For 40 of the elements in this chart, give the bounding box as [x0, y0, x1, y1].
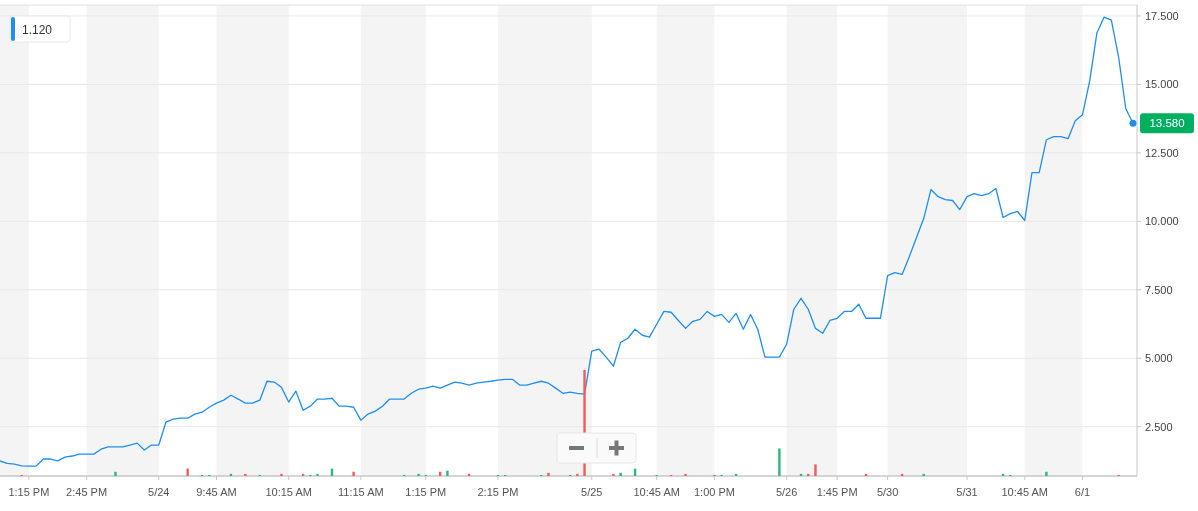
- x-tick-label: 6/1: [1074, 486, 1091, 498]
- x-tick-label: 2:15 PM: [477, 486, 519, 498]
- x-tick-label: 1:15 PM: [405, 486, 447, 498]
- y-tick-label: 17.500: [1145, 9, 1179, 22]
- x-tick-label: 1:45 PM: [816, 486, 858, 498]
- x-tick-label: 2:45 PM: [66, 486, 108, 498]
- y-tick-label: 15.000: [1145, 78, 1179, 91]
- bar: [1045, 471, 1048, 476]
- bar: [280, 473, 283, 476]
- bar: [619, 472, 622, 476]
- bar: [114, 471, 117, 476]
- x-tick-label: 10:15 AM: [265, 486, 312, 498]
- y-tick-label: 12.500: [1145, 146, 1179, 159]
- y-tick-label: 10.000: [1145, 215, 1179, 228]
- bar: [612, 473, 615, 476]
- bar: [446, 470, 449, 476]
- y-tick-label: 5.000: [1145, 352, 1173, 365]
- bar: [814, 464, 817, 476]
- x-tick-label: 1:00 PM: [693, 486, 735, 498]
- bar: [684, 473, 687, 476]
- bar: [417, 473, 420, 476]
- y-tick-label: 2.500: [1145, 420, 1173, 433]
- x-tick-label: 5/25: [581, 486, 603, 498]
- bar: [778, 448, 781, 476]
- x-tick-label: 10:45 AM: [1001, 486, 1048, 498]
- x-tick-label: 1:15 PM: [8, 486, 50, 498]
- bar: [352, 471, 355, 476]
- x-tick-label: 10:45 AM: [633, 486, 680, 498]
- x-tick-label: 5/24: [148, 486, 170, 498]
- x-tick-label: 9:45 AM: [196, 486, 237, 498]
- y-tick-label: 7.500: [1145, 283, 1173, 296]
- bar: [316, 473, 319, 476]
- x-tick-label: 5/31: [956, 486, 978, 498]
- x-tick-label: 5/26: [775, 486, 798, 498]
- text: 13.580: [1149, 117, 1185, 130]
- bar: [244, 473, 247, 476]
- annotation: 1.120: [22, 22, 53, 37]
- x-tick-label: 5/30: [876, 486, 899, 498]
- bar: [186, 468, 189, 476]
- x-tick-label: 11:15 AM: [337, 486, 384, 498]
